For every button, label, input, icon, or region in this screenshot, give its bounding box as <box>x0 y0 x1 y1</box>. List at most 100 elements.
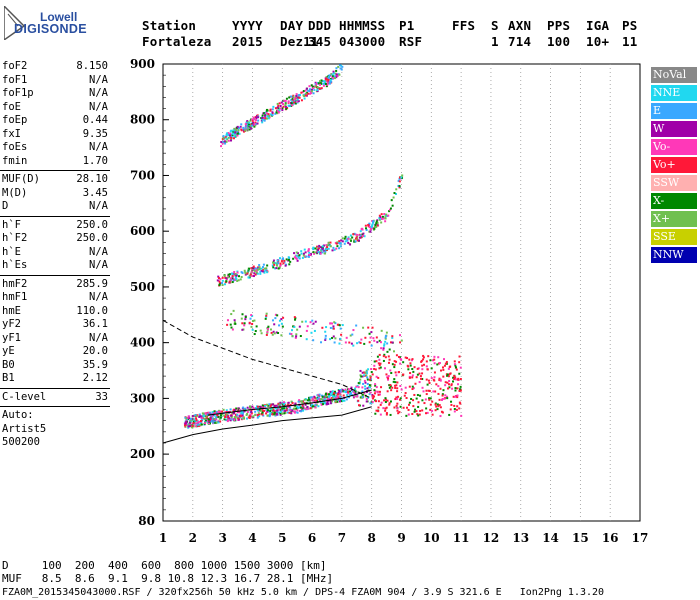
echo-point <box>250 412 253 415</box>
echo-point <box>415 410 418 413</box>
echo-point <box>409 372 412 375</box>
echo-point <box>187 426 190 429</box>
echo-point <box>418 381 421 384</box>
echo-point <box>269 409 272 412</box>
echo-point <box>251 320 254 323</box>
echo-point <box>385 406 388 409</box>
echo-point <box>187 424 190 427</box>
echo-point <box>293 252 296 255</box>
echo-point <box>336 395 339 398</box>
echo-point <box>363 392 366 395</box>
echo-point <box>205 417 208 420</box>
echo-point <box>357 382 360 385</box>
echo-point <box>376 221 379 224</box>
echo-point <box>271 409 274 412</box>
echo-point <box>317 405 320 408</box>
echo-point <box>373 339 376 342</box>
echo-point <box>266 328 269 331</box>
echo-point <box>329 398 332 401</box>
echo-point <box>351 333 354 336</box>
echo-point <box>295 335 298 338</box>
echo-point <box>299 335 302 338</box>
echo-point <box>451 387 454 390</box>
echo-point <box>246 272 249 275</box>
param-value: 35.9 <box>82 358 108 371</box>
echo-point <box>364 385 367 388</box>
echo-point <box>382 217 385 220</box>
echo-point <box>457 383 460 386</box>
param-value: 250.0 <box>76 232 108 244</box>
echo-point <box>455 408 458 411</box>
echo-point <box>305 408 308 411</box>
param-label: foEs <box>2 141 28 153</box>
echo-point <box>186 416 189 419</box>
echo-point <box>227 139 230 142</box>
legend-item-vo: Vo- <box>651 139 697 155</box>
legend-item-sse: SSE <box>651 229 697 245</box>
echo-point <box>321 326 324 329</box>
echo-point <box>387 361 390 364</box>
echo-point <box>320 79 323 82</box>
echo-point <box>433 371 436 374</box>
echo-point <box>276 314 279 317</box>
echo-point <box>395 354 398 357</box>
echo-point <box>390 389 393 392</box>
echo-point <box>333 390 336 393</box>
echo-point <box>393 192 396 195</box>
echo-point <box>375 222 378 225</box>
echo-point <box>450 384 453 387</box>
echo-point <box>266 414 269 417</box>
echo-point <box>399 384 402 387</box>
echo-point <box>298 257 301 260</box>
echo-point <box>333 321 336 324</box>
echo-point <box>332 72 335 75</box>
echo-point <box>365 227 368 230</box>
echo-point <box>291 99 294 102</box>
echo-point <box>334 337 337 340</box>
echo-point <box>284 264 287 267</box>
echo-point <box>232 130 235 133</box>
echo-point <box>191 425 194 428</box>
echo-point <box>329 77 332 80</box>
echo-point <box>368 386 371 389</box>
scaler-line1: Auto: <box>2 409 34 421</box>
echo-point <box>382 355 385 358</box>
echo-point <box>280 334 283 337</box>
echo-point <box>334 77 337 80</box>
echo-point <box>215 410 218 413</box>
echo-point <box>321 247 324 250</box>
echo-point <box>417 414 420 417</box>
echo-point <box>400 358 403 361</box>
echo-point <box>416 367 419 370</box>
echo-point <box>267 113 270 116</box>
echo-point <box>290 412 293 415</box>
echo-point <box>196 423 199 426</box>
echo-point <box>332 325 335 328</box>
echo-point <box>321 394 324 397</box>
echo-point <box>248 128 251 131</box>
header-label-2: DAY <box>280 18 304 33</box>
echo-point <box>267 327 270 330</box>
param-h`Es: h`Es N/A <box>2 259 108 272</box>
echo-point <box>235 274 238 277</box>
header-label-11: PS <box>622 18 638 33</box>
header-label-7: S <box>491 18 499 33</box>
echo-point <box>331 73 334 76</box>
echo-point <box>327 393 330 396</box>
echo-point <box>317 397 320 400</box>
echo-point <box>449 365 452 368</box>
param-label: yF2 <box>2 318 21 330</box>
echo-point <box>366 387 369 390</box>
echo-point <box>240 275 243 278</box>
echo-point <box>200 422 203 425</box>
echo-point <box>454 389 457 392</box>
echo-point <box>192 420 195 423</box>
echo-point <box>277 331 280 334</box>
echo-point <box>271 108 274 111</box>
echo-point <box>408 403 411 406</box>
echo-point <box>255 325 258 328</box>
echo-point <box>251 269 254 272</box>
echo-point <box>427 379 430 382</box>
header-value-1: 2015 <box>232 34 263 49</box>
echo-point <box>188 415 191 418</box>
